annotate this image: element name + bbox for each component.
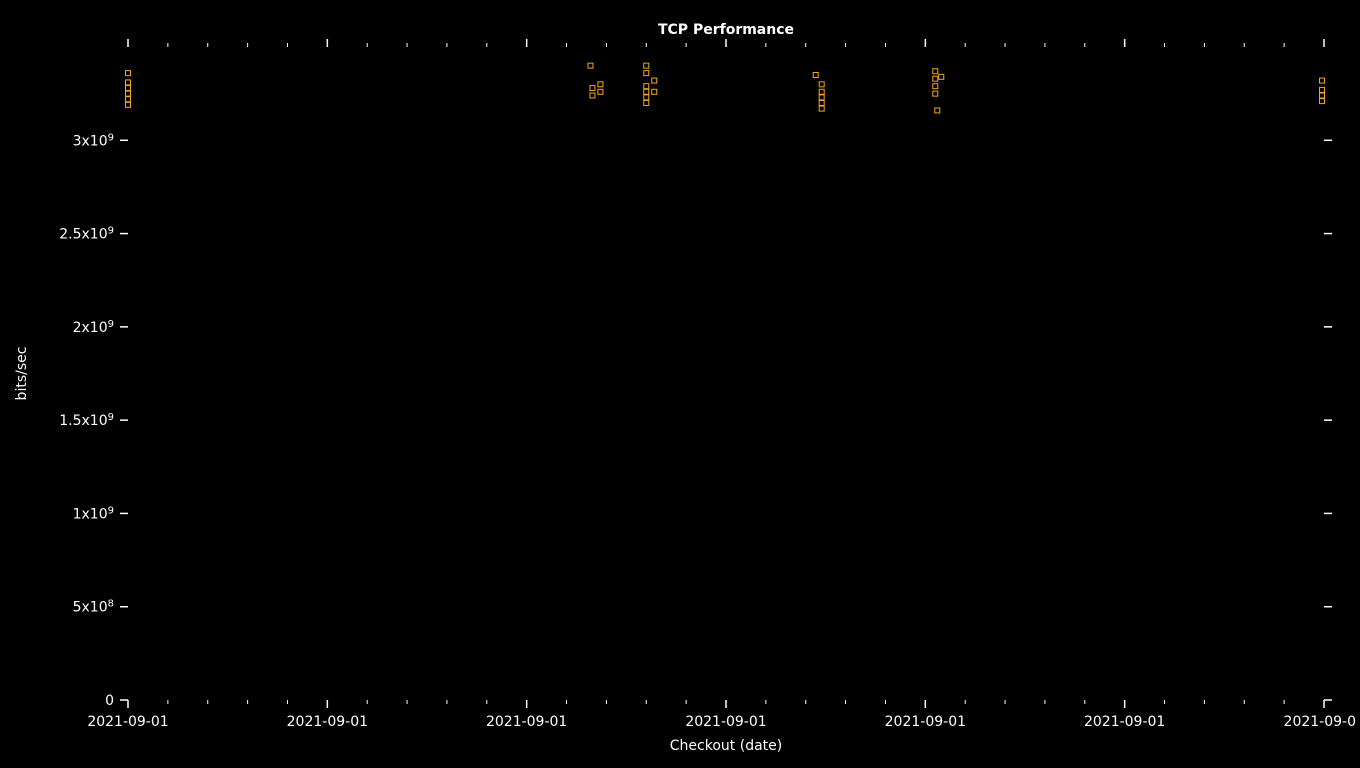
y-tick-label: 2.5x109 [59,225,114,243]
y-tick-label: 1.5x109 [59,412,114,430]
x-tick-label: 2021-09-01 [486,714,567,730]
chart-background [0,0,1360,768]
chart-title: TCP Performance [658,22,794,38]
x-tick-label: 2021-09-01 [287,714,368,730]
y-tick-label: 0 [105,693,114,709]
tcp-performance-chart: TCP Performance05x1081x1091.5x1092x1092.… [0,0,1360,768]
x-tick-label: 2021-09-0 [1284,714,1356,730]
x-tick-label: 2021-09-01 [1084,714,1165,730]
x-tick-label: 2021-09-01 [87,714,168,730]
y-axis-label: bits/sec [14,347,30,401]
x-axis-label: Checkout (date) [670,738,782,754]
x-tick-label: 2021-09-01 [885,714,966,730]
x-tick-label: 2021-09-01 [685,714,766,730]
